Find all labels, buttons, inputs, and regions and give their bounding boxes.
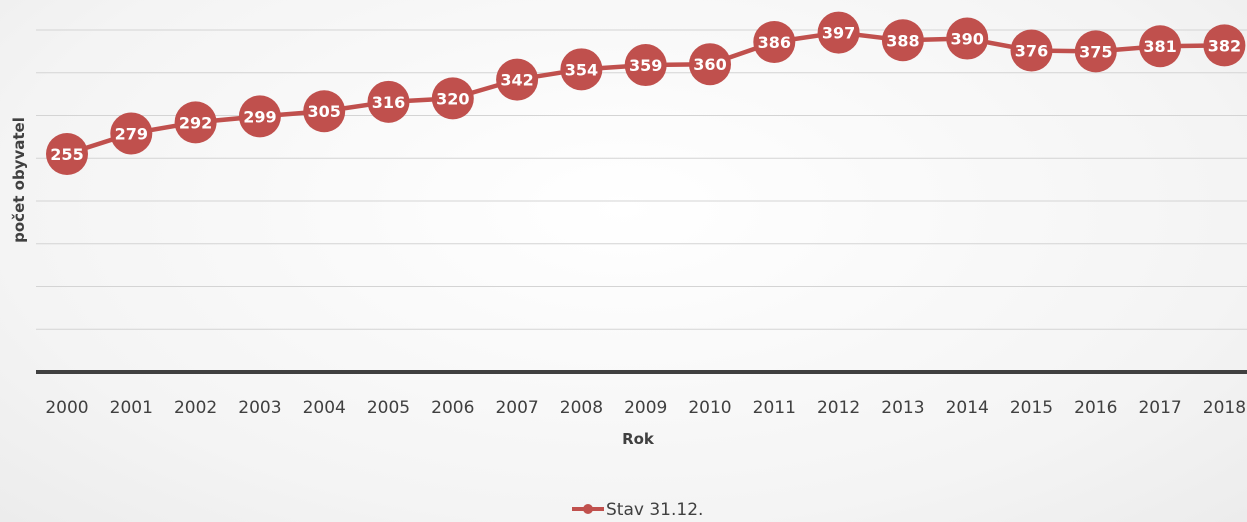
- data-label: 390: [950, 30, 983, 49]
- data-label: 386: [758, 33, 791, 52]
- data-point-marker: [367, 80, 410, 123]
- data-label: 381: [1143, 37, 1176, 56]
- data-label: 299: [243, 107, 276, 126]
- x-tick-label: 2017: [1138, 398, 1181, 418]
- data-label: 388: [886, 31, 919, 50]
- x-tick-label: 2018: [1203, 398, 1246, 418]
- data-point-marker: [496, 58, 539, 101]
- data-point-marker: [817, 11, 860, 54]
- series-layer: 255 279 292 299 305 316 320 342 354 359 360 386 397 3…: [46, 11, 1246, 175]
- data-label: 316: [372, 93, 405, 112]
- data-point-marker: [303, 90, 346, 133]
- data-label: 359: [629, 56, 662, 75]
- data-label: 292: [179, 113, 212, 132]
- x-tick-label: 2004: [303, 398, 346, 418]
- data-point-marker: [46, 132, 88, 175]
- gridlines: [36, 29, 1247, 330]
- data-label: 382: [1208, 36, 1241, 55]
- data-label: 360: [693, 55, 726, 74]
- x-tick-label: 2000: [45, 398, 88, 418]
- legend-series-marker: [583, 504, 593, 514]
- data-point-marker: [110, 112, 153, 155]
- data-label: 376: [1015, 42, 1048, 61]
- x-tick-label: 2003: [238, 398, 281, 418]
- x-tick-label: 2012: [817, 398, 860, 418]
- data-label: 279: [115, 124, 148, 143]
- data-point-marker: [431, 77, 474, 120]
- x-tick-label: 2008: [560, 398, 603, 418]
- data-point-marker: [1203, 24, 1246, 67]
- data-point-marker: [753, 20, 796, 63]
- x-tick-label: 2002: [174, 398, 217, 418]
- data-label: 305: [307, 102, 340, 121]
- data-label: 320: [436, 89, 469, 108]
- data-point-marker: [174, 101, 217, 144]
- data-point-marker: [560, 48, 603, 91]
- legend-series-label: Stav 31.12.: [606, 500, 703, 520]
- x-tick-label: 2014: [946, 398, 989, 418]
- data-point-marker: [1074, 30, 1117, 73]
- x-tick-label: 2010: [688, 398, 731, 418]
- data-point-marker: [689, 43, 731, 86]
- x-axis-title: Rok: [622, 430, 655, 448]
- x-tick-label: 2007: [495, 398, 538, 418]
- data-point-marker: [881, 19, 924, 62]
- data-point-marker: [946, 17, 989, 60]
- x-tick-label: 2009: [624, 398, 667, 418]
- x-tick-label: 2015: [1010, 398, 1053, 418]
- data-point-marker: [1139, 25, 1182, 68]
- legend: Stav 31.12.: [572, 500, 703, 520]
- x-tick-labels: 2000 2001 2002 2003 2004 2005 2006 2007 2008 2009…: [45, 398, 1246, 418]
- data-label: 397: [822, 24, 855, 43]
- x-tick-label: 2013: [881, 398, 924, 418]
- y-axis-title: počet obyvatel: [10, 117, 28, 243]
- data-label: 255: [50, 145, 83, 164]
- x-tick-label: 2016: [1074, 398, 1117, 418]
- data-point-marker: [1010, 29, 1053, 72]
- data-point-marker: [238, 95, 281, 138]
- x-tick-label: 2006: [431, 398, 474, 418]
- x-tick-label: 2011: [753, 398, 796, 418]
- data-label: 375: [1079, 42, 1112, 61]
- x-tick-label: 2005: [367, 398, 410, 418]
- data-point-marker: [624, 44, 667, 87]
- data-label: 342: [500, 71, 533, 90]
- x-tick-label: 2001: [110, 398, 153, 418]
- data-label: 354: [565, 60, 598, 79]
